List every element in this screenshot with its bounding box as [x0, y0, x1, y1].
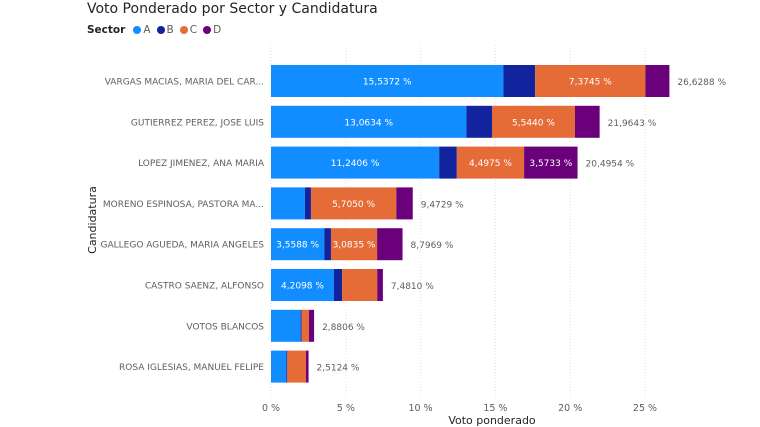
- legend-item-A[interactable]: A: [133, 24, 151, 36]
- chart-title: Voto Ponderado por Sector y Candidatura: [87, 1, 378, 17]
- legend-label: D: [213, 24, 222, 36]
- bar-segment-B: [324, 228, 331, 261]
- bar-segment-C: [492, 105, 575, 138]
- bar-segment-A: [271, 228, 325, 261]
- bar-segment-C: [456, 146, 525, 179]
- total-label: 26,6288 %: [677, 78, 726, 88]
- legend-label: A: [143, 24, 151, 36]
- category-label: VARGAS MACIAS, MARIA DEL CAR...: [105, 78, 264, 88]
- x-tick-label: 15 %: [483, 403, 507, 414]
- bar-segment-B: [333, 269, 343, 301]
- bar-segment-C: [342, 269, 378, 301]
- bar-segment-C: [535, 65, 646, 97]
- bar-segment-D: [645, 65, 670, 97]
- y-axis-title: Candidatura: [86, 186, 99, 254]
- bar-segment-C: [330, 228, 378, 261]
- legend-label: B: [166, 24, 174, 36]
- bar-segment-B: [439, 146, 457, 179]
- data-label: 11,2406 %: [331, 159, 380, 169]
- total-label: 20,4954 %: [586, 160, 635, 170]
- x-tick-label: 25 %: [633, 403, 657, 414]
- bar-segment-B: [503, 65, 536, 97]
- legend-marker: [179, 26, 188, 34]
- legend-marker: [133, 26, 142, 34]
- total-label: 21,9643 %: [608, 119, 657, 129]
- bar-segment-A: [271, 187, 305, 220]
- legend-marker: [203, 26, 212, 34]
- category-label: GUTIERREZ PEREZ, JOSE LUIS: [131, 118, 264, 128]
- data-label: 4,4975 %: [469, 159, 512, 169]
- data-label: 3,5733 %: [529, 159, 572, 169]
- bar-segment-D: [524, 146, 578, 179]
- legend-marker: [156, 26, 165, 34]
- category-label: MORENO ESPINOSA, PASTORA MA...: [103, 200, 264, 210]
- data-label: 4,2098 %: [281, 282, 324, 292]
- legend: Sector A B C D: [87, 24, 223, 36]
- data-label: 3,5588 %: [276, 241, 319, 251]
- total-label: 2,5124 %: [317, 364, 360, 374]
- category-label: ROSA IGLESIAS, MANUEL FELIPE: [119, 363, 264, 373]
- data-label: 3,0835 %: [333, 241, 376, 251]
- data-label: 7,3745 %: [569, 78, 612, 88]
- data-label: 5,5440 %: [512, 118, 555, 128]
- bar-segment-B: [466, 105, 493, 138]
- data-label: 15,5372 %: [363, 78, 412, 88]
- bar-segment-D: [377, 269, 383, 301]
- bar-segment-D: [396, 187, 413, 220]
- total-label: 2,8806 %: [322, 323, 365, 333]
- bar-segment-C: [301, 309, 309, 342]
- category-label: CASTRO SAENZ, ALFONSO: [145, 282, 264, 292]
- legend-item-B[interactable]: B: [156, 24, 174, 36]
- legend-label: C: [189, 24, 198, 36]
- bar-segment-A: [271, 269, 334, 301]
- x-tick-label: 5 %: [337, 403, 355, 414]
- category-label: LOPEZ JIMENEZ, ANA MARIA: [138, 159, 265, 169]
- bar-segment-B: [286, 350, 288, 383]
- total-label: 7,4810 %: [391, 282, 434, 292]
- bar-segment-A: [271, 105, 467, 138]
- legend-item-C[interactable]: C: [179, 24, 198, 36]
- x-tick-label: 20 %: [558, 403, 582, 414]
- x-axis-title: Voto ponderado: [448, 414, 536, 427]
- category-label: GALLEGO AGUEDA, MARIA ANGELES: [101, 241, 265, 251]
- bar-segment-D: [574, 105, 600, 138]
- data-label: 13,0634 %: [344, 118, 393, 128]
- bar-segment-D: [377, 228, 403, 261]
- bar-segment-A: [271, 309, 301, 342]
- bar-segment-D: [308, 309, 315, 342]
- data-label: 5,7050 %: [332, 200, 375, 210]
- x-tick-label: 10 %: [409, 403, 433, 414]
- bar-segment-C: [287, 350, 307, 383]
- bar-segment-A: [271, 146, 440, 179]
- bar-segment-B: [304, 187, 311, 220]
- bar-segment-C: [310, 187, 397, 220]
- total-label: 9,4729 %: [421, 200, 464, 210]
- x-tick-label: 0 %: [262, 403, 280, 414]
- total-label: 8,7969 %: [411, 241, 454, 251]
- bar-segment-B: [300, 309, 302, 342]
- legend-title: Sector: [87, 24, 126, 36]
- bar-segment-D: [306, 350, 309, 383]
- bar-segment-A: [271, 350, 287, 383]
- legend-item-D[interactable]: D: [203, 24, 221, 36]
- bar-segment-A: [271, 65, 504, 97]
- category-label: VOTOS BLANCOS: [186, 322, 264, 332]
